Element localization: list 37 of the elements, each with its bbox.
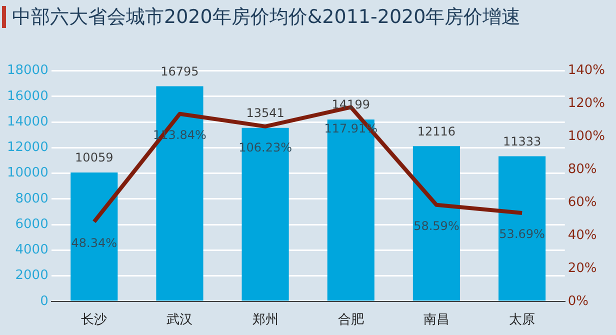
y2-tick-label: 40% [568,228,597,243]
y2-tick-label: 60% [568,194,597,210]
data-label: 58.59% [414,219,460,234]
data-label: 48.34% [71,236,118,250]
y2-tick-label: 0% [568,294,588,309]
data-label: 10059 [75,150,114,165]
data-label: 14199 [332,98,370,112]
x-tick-label: 太原 [509,312,536,328]
y-tick-label: 0 [40,294,48,309]
data-label: 16795 [160,64,199,78]
y-tick-label: 10000 [6,166,48,181]
bar [498,156,546,301]
y-tick-label: 8000 [15,191,48,206]
data-label: 12116 [417,124,456,138]
data-label: 53.69% [499,227,545,242]
bar [412,146,460,301]
y-tick-label: 14000 [6,114,48,130]
x-tick-label: 长沙 [81,312,108,328]
y2-tick-label: 100% [568,129,606,144]
y-tick-label: 18000 [6,63,48,78]
y-tick-label: 2000 [15,268,48,284]
y-tick-label: 4000 [15,242,48,258]
x-tick-label: 郑州 [252,312,278,328]
y-tick-label: 12000 [6,140,48,156]
data-label: 11333 [502,134,542,148]
y-tick-label: 16000 [6,88,48,104]
data-label: 13541 [246,106,284,120]
x-tick-label: 合肥 [338,312,364,328]
y-tick-label: 6000 [15,216,48,232]
chart-title: 中部六大省会城市2020年房价均价&2011-2020年房价增速 [12,5,521,30]
x-tick-label: 武汉 [166,312,193,328]
bar [70,172,118,301]
y2-tick-label: 80% [568,162,597,178]
y2-tick-label: 20% [568,260,597,276]
x-tick-label: 南昌 [423,312,450,328]
y2-tick-label: 120% [568,96,606,112]
y2-tick-label: 140% [568,63,606,78]
